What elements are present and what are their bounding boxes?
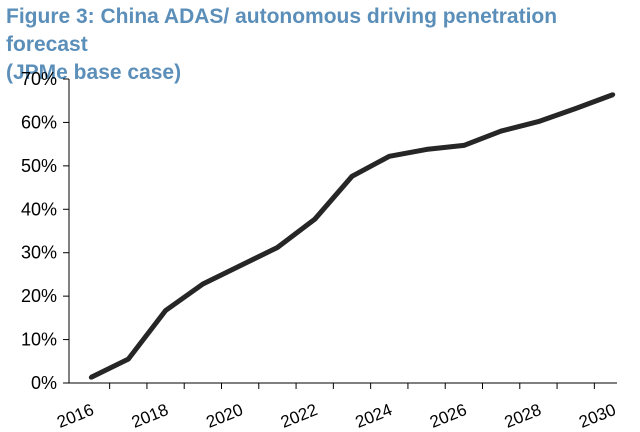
data-point — [349, 174, 355, 179]
x-tick-label: 2016 — [54, 400, 96, 432]
y-tick-label: 10% — [21, 330, 57, 350]
y-tick-label: 70% — [21, 69, 57, 89]
x-tick-label: 2018 — [129, 400, 171, 432]
data-point — [275, 245, 280, 250]
data-point — [536, 119, 541, 124]
data-point — [498, 128, 504, 134]
chart-axes — [68, 79, 617, 384]
chart-series — [88, 92, 616, 380]
data-point — [200, 281, 206, 287]
data-point — [163, 308, 168, 313]
y-tick-label: 50% — [21, 156, 57, 176]
chart-title: Figure 3: China ADAS/ autonomous driving… — [6, 3, 636, 87]
data-point — [387, 154, 392, 159]
chart-title-line1: Figure 3: China ADAS/ autonomous driving… — [6, 5, 558, 56]
x-axis-ticks: 2016 2018 2020 2022 2024 2026 2028 2030 — [54, 383, 618, 432]
data-point — [312, 217, 317, 222]
x-tick-label: 2024 — [353, 400, 395, 432]
x-tick-label: 2030 — [576, 400, 618, 432]
data-point — [126, 356, 131, 362]
y-axis-ticks: 0% 10% 20% 30% 40% 50% 60% 70% — [21, 69, 69, 393]
data-point — [610, 92, 616, 97]
data-point — [573, 106, 578, 111]
y-tick-label: 40% — [21, 199, 57, 219]
y-tick-label: 0% — [31, 373, 57, 393]
y-tick-label: 20% — [21, 286, 57, 306]
x-tick-label: 2020 — [203, 400, 245, 432]
data-point — [88, 375, 94, 380]
x-tick-label: 2028 — [502, 400, 544, 432]
data-point — [461, 143, 467, 148]
chart-title-line2: (JPMe base case) — [6, 61, 182, 84]
data-point — [424, 147, 429, 152]
y-tick-label: 30% — [21, 243, 57, 263]
data-point — [237, 263, 243, 268]
y-tick-label: 60% — [21, 112, 57, 132]
x-tick-label: 2026 — [427, 400, 469, 432]
x-tick-label: 2022 — [278, 400, 320, 432]
series-line-0 — [89, 92, 614, 380]
